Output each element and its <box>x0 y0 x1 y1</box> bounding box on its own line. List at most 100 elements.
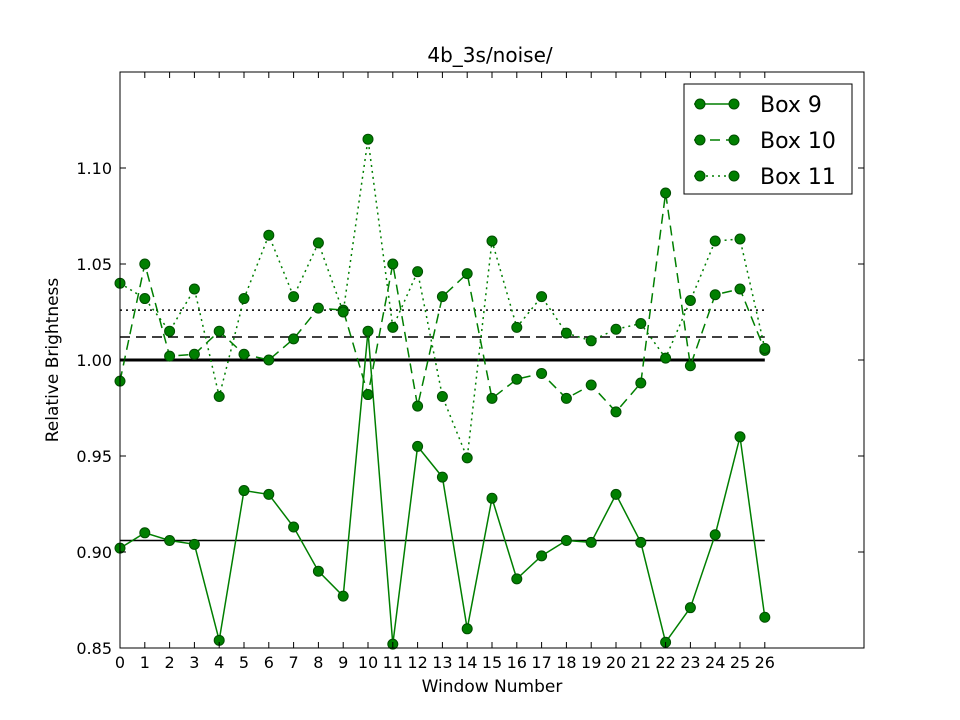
data-point-s2-23 <box>684 294 696 306</box>
data-point-s1-20 <box>610 406 622 418</box>
legend-label-0: Box 9 <box>760 93 822 118</box>
data-point-s2-1 <box>139 293 151 305</box>
x-axis-label: Window Number <box>422 677 563 697</box>
x-tick-label: 7 <box>289 653 299 672</box>
data-point-s1-13 <box>436 291 448 303</box>
data-point-s2-12 <box>412 266 424 278</box>
data-point-s0-7 <box>288 521 300 533</box>
y-tick-label: 0.95 <box>76 447 112 466</box>
data-point-s2-3 <box>188 283 200 295</box>
data-point-s0-3 <box>188 538 200 550</box>
data-point-s0-17 <box>536 550 548 562</box>
x-tick-label: 16 <box>507 653 527 672</box>
data-point-s1-19 <box>585 379 597 391</box>
data-point-s2-4 <box>213 390 225 402</box>
data-point-s0-24 <box>709 529 721 541</box>
x-tick-label: 25 <box>730 653 750 672</box>
data-point-s0-9 <box>337 590 349 602</box>
x-tick-label: 6 <box>264 653 274 672</box>
data-point-s2-14 <box>461 452 473 464</box>
data-point-s1-12 <box>412 400 424 412</box>
y-tick-label: 0.85 <box>76 639 112 658</box>
data-point-s1-22 <box>660 187 672 199</box>
y-tick-label: 1.10 <box>76 159 112 178</box>
data-point-s0-16 <box>511 573 523 585</box>
data-point-s1-7 <box>288 333 300 345</box>
x-tick-label: 13 <box>432 653 452 672</box>
data-point-s1-8 <box>312 302 324 314</box>
data-point-s0-12 <box>412 440 424 452</box>
x-tick-label: 17 <box>531 653 551 672</box>
data-point-s2-16 <box>511 321 523 333</box>
legend-label-2: Box 11 <box>760 165 836 190</box>
data-point-s0-8 <box>312 565 324 577</box>
x-tick-label: 8 <box>313 653 323 672</box>
data-point-s0-20 <box>610 488 622 500</box>
x-tick-label: 4 <box>214 653 224 672</box>
data-point-s0-23 <box>684 602 696 614</box>
data-point-s2-6 <box>263 229 275 241</box>
data-point-s1-10 <box>362 389 374 401</box>
data-point-s1-1 <box>139 258 151 270</box>
data-point-s0-1 <box>139 527 151 539</box>
chart-title: 4b_3s/noise/ <box>427 43 552 67</box>
x-tick-label: 11 <box>383 653 403 672</box>
data-point-s2-10 <box>362 133 374 145</box>
data-point-s2-26 <box>759 342 771 354</box>
legend-marker-2 <box>694 170 706 182</box>
data-point-s2-13 <box>436 390 448 402</box>
data-point-s1-4 <box>213 325 225 337</box>
y-tick-label: 1.00 <box>76 351 112 370</box>
data-point-s1-11 <box>387 258 399 270</box>
data-point-s2-20 <box>610 323 622 335</box>
data-point-s2-21 <box>635 318 647 330</box>
data-point-s1-6 <box>263 354 275 366</box>
data-point-s2-18 <box>560 327 572 339</box>
data-point-s0-6 <box>263 488 275 500</box>
x-tick-label: 10 <box>358 653 378 672</box>
data-point-s0-13 <box>436 471 448 483</box>
axes: 0 1 2 3 4 5 6 7 8 9 10 11 12 13 14 15 16 17 18 19 20 21 22 23 24… <box>76 72 864 672</box>
x-tick-label: 9 <box>338 653 348 672</box>
x-tick-label: 5 <box>239 653 249 672</box>
data-point-s0-18 <box>560 534 572 546</box>
x-tick-label: 15 <box>482 653 502 672</box>
x-tick-label: 23 <box>680 653 700 672</box>
data-point-s1-2 <box>164 350 176 362</box>
data-point-s2-9 <box>337 306 349 318</box>
data-point-s2-2 <box>164 325 176 337</box>
legend-marker-1 <box>728 134 740 146</box>
x-tick-label: 22 <box>655 653 675 672</box>
data-point-s1-5 <box>238 348 250 360</box>
data-point-s1-25 <box>734 283 746 295</box>
data-point-s2-11 <box>387 321 399 333</box>
data-point-s0-5 <box>238 485 250 497</box>
data-point-s2-5 <box>238 293 250 305</box>
x-tick-label: 0 <box>115 653 125 672</box>
data-point-s1-21 <box>635 377 647 389</box>
data-point-s2-24 <box>709 235 721 247</box>
data-point-s1-24 <box>709 289 721 301</box>
x-tick-label: 19 <box>581 653 601 672</box>
legend-label-1: Box 10 <box>760 129 836 154</box>
data-point-s0-21 <box>635 536 647 548</box>
data-point-s2-19 <box>585 335 597 347</box>
data-point-s0-10 <box>362 325 374 337</box>
x-tick-label: 24 <box>705 653 725 672</box>
data-point-s0-2 <box>164 534 176 546</box>
data-point-s2-8 <box>312 237 324 249</box>
x-tick-label: 3 <box>189 653 199 672</box>
legend-marker-0 <box>728 98 740 110</box>
data-point-s2-17 <box>536 291 548 303</box>
plot-area <box>114 133 771 650</box>
data-point-s2-15 <box>486 235 498 247</box>
data-point-s2-22 <box>660 352 672 364</box>
data-point-s0-15 <box>486 492 498 504</box>
y-tick-label: 1.05 <box>76 255 112 274</box>
x-tick-label: 1 <box>140 653 150 672</box>
data-point-s0-25 <box>734 431 746 443</box>
legend-marker-0 <box>694 98 706 110</box>
data-point-s0-19 <box>585 536 597 548</box>
x-tick-label: 26 <box>755 653 775 672</box>
